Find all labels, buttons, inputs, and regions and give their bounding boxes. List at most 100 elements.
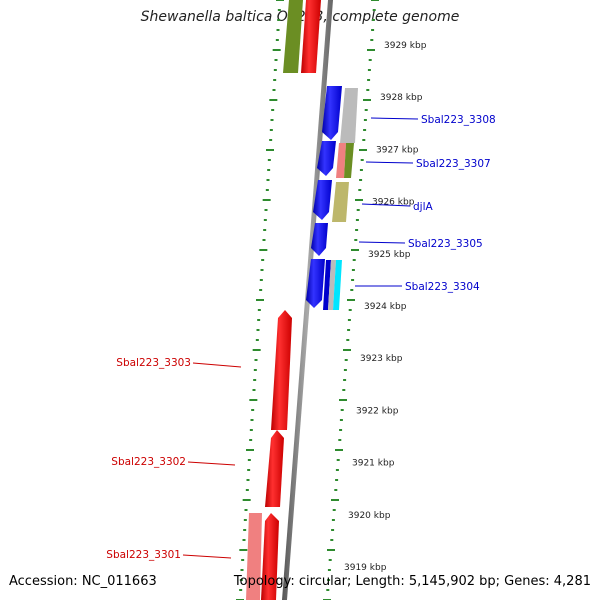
forward-gene-label: Sbal223_3308 xyxy=(421,114,496,126)
inner-track-dot xyxy=(277,19,281,21)
inner-track-dot xyxy=(244,509,248,511)
reverse-strand-genes xyxy=(246,0,321,600)
outer-track-dot xyxy=(356,209,360,211)
olive-feature-top xyxy=(283,0,303,73)
inner-track-dot xyxy=(272,89,276,91)
gene-sbal223-3307 xyxy=(317,141,336,176)
inner-track-dot xyxy=(277,9,281,11)
inner-track-dot xyxy=(261,259,265,261)
ruler-tick-label: 3929 kbp xyxy=(384,41,427,51)
outer-track-dot xyxy=(367,79,371,81)
inner-track-dot xyxy=(251,409,255,411)
gray-feature-3304 xyxy=(328,260,336,310)
inner-track-dot xyxy=(262,239,266,241)
forward-gene-label: Sbal223_3305 xyxy=(408,238,483,250)
inner-track-dot xyxy=(242,539,246,541)
outer-track-dot xyxy=(334,489,338,491)
inner-track-dot xyxy=(239,589,243,591)
outer-track-dot xyxy=(364,109,368,111)
forward-label-leader xyxy=(361,203,411,207)
outer-track-dot xyxy=(350,289,354,291)
reverse-gene-label: Sbal223_3303 xyxy=(116,357,191,369)
outer-track-dot xyxy=(327,549,335,551)
forward-label-leader xyxy=(370,117,419,120)
inner-track-dot xyxy=(247,469,251,471)
ruler-tick-label: 3922 kbp xyxy=(356,406,399,416)
outer-track-dot xyxy=(352,259,356,261)
outer-track-dot xyxy=(351,269,355,271)
outer-track-dot xyxy=(347,319,351,321)
inner-track-dot xyxy=(263,219,267,221)
forward-gene-label: Sbal223_3304 xyxy=(405,281,480,293)
outer-track-dot xyxy=(371,29,375,31)
inner-track-dot xyxy=(276,29,280,31)
outer-track-dot xyxy=(326,589,330,591)
inner-track-dot xyxy=(273,69,277,71)
ruler-tick-label: 3921 kbp xyxy=(352,459,395,469)
forward-gene-label: Sbal223_3307 xyxy=(416,158,491,170)
inner-track-dot xyxy=(257,319,261,321)
outer-track-dot xyxy=(367,49,375,51)
inner-track-dot xyxy=(269,129,273,131)
inner-track-dot xyxy=(265,189,269,191)
outer-track-dot xyxy=(331,519,335,521)
inner-track-dot xyxy=(250,419,254,421)
inner-track-dot xyxy=(270,119,274,121)
blue-feature-3304 xyxy=(323,260,331,310)
outer-track-dot xyxy=(343,369,347,371)
gene-sbal223-3308 xyxy=(322,86,342,140)
outer-track-dot xyxy=(358,189,362,191)
outer-track-dot xyxy=(363,119,367,121)
inner-track-dot xyxy=(243,519,247,521)
inner-track-dot xyxy=(253,379,257,381)
outer-track-dot xyxy=(371,0,379,1)
inner-track-dot xyxy=(240,569,244,571)
gray-feature-3308 xyxy=(340,88,358,143)
outer-track-dot xyxy=(359,149,367,151)
outer-track-dot xyxy=(339,429,343,431)
outer-track-dot xyxy=(347,329,351,331)
inner-track-dot xyxy=(247,459,251,461)
outer-track-dot xyxy=(339,399,347,401)
outer-track-dot xyxy=(340,409,344,411)
outer-track-dot xyxy=(336,459,340,461)
outer-track-dot xyxy=(331,529,335,531)
cyan-feature-3304 xyxy=(333,260,342,310)
inner-track-dot xyxy=(241,559,245,561)
outer-track-dot xyxy=(354,239,358,241)
ruler-ticks: 3929 kbp 3928 kbp 3927 kbp 3926 kbp 3925 kbp… xyxy=(344,41,427,573)
inner-track-dot xyxy=(242,499,251,501)
outer-track-dot xyxy=(327,579,331,581)
gene-red-top xyxy=(301,0,321,73)
outer-track-dot xyxy=(347,299,355,301)
inner-track-dot xyxy=(264,209,268,211)
outer-track-dot xyxy=(359,179,363,181)
reverse-label-leader xyxy=(192,362,242,368)
inner-track-dot xyxy=(267,159,271,161)
outer-track-dot xyxy=(366,89,370,91)
outer-track-dot xyxy=(372,9,376,11)
inner-track-dot xyxy=(255,339,259,341)
outer-track-dot xyxy=(343,379,347,381)
outer-track-dot xyxy=(335,469,339,471)
ruler-tick-label: 3927 kbp xyxy=(376,145,419,155)
outer-track-dot xyxy=(370,39,374,41)
outer-track-dot xyxy=(348,309,352,311)
inner-track-dot xyxy=(256,329,260,331)
outer-track-dot xyxy=(363,129,367,131)
inner-track-dot xyxy=(276,0,284,1)
reverse-label-leader xyxy=(182,554,232,559)
outer-track-dot xyxy=(328,559,332,561)
inner-track-dot xyxy=(253,369,257,371)
inner-track-dot xyxy=(259,249,268,251)
tick-dot-tracks xyxy=(236,0,379,600)
inner-track-dot xyxy=(275,39,279,41)
inner-track-dot xyxy=(246,479,250,481)
inner-track-dot xyxy=(259,289,263,291)
accession-text: Accession: NC_011663 xyxy=(9,574,157,589)
outer-track-dot xyxy=(355,219,359,221)
outer-track-dot xyxy=(351,279,355,281)
khaki-feature-djla xyxy=(332,182,349,222)
inner-track-dot xyxy=(272,49,281,51)
